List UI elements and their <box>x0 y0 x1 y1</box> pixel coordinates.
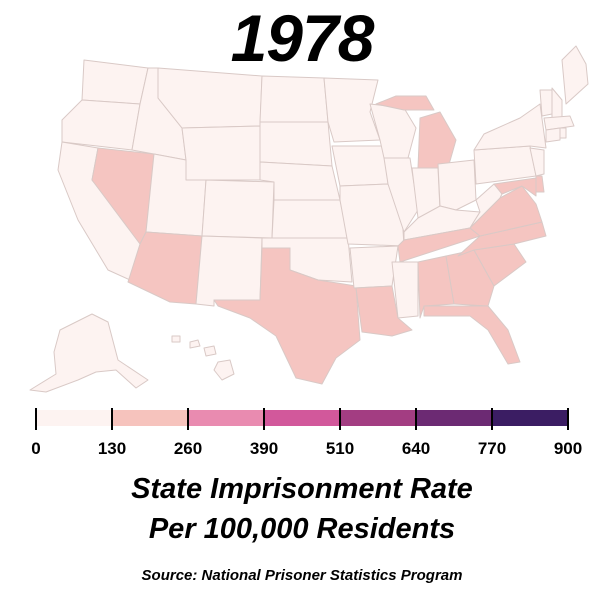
state-hawaii-1 <box>171 335 181 343</box>
state-illinois <box>383 157 419 233</box>
state-florida <box>423 305 521 365</box>
state-mississippi <box>391 261 419 319</box>
state-maine <box>561 45 589 105</box>
state-new-jersey <box>529 147 545 177</box>
us-state-map <box>29 45 589 393</box>
state-alabama <box>417 255 455 319</box>
state-delaware <box>535 175 545 193</box>
color-legend: 0 130 260 390 510 640 770 900 <box>31 408 582 458</box>
legend-bin <box>36 410 112 426</box>
caption-line-1: State Imprisonment Rate <box>131 473 473 505</box>
state-hawaii-4 <box>213 359 235 381</box>
state-louisiana <box>355 285 413 337</box>
legend-tick-label: 770 <box>478 439 506 458</box>
legend-tick-label: 390 <box>250 439 278 458</box>
state-hawaii-2 <box>189 339 201 349</box>
legend-bin <box>416 410 492 426</box>
legend-bin <box>264 410 340 426</box>
legend-tick-label: 0 <box>31 439 40 458</box>
state-maryland <box>493 177 537 197</box>
state-connecticut <box>545 127 561 143</box>
legend-tick-label: 510 <box>326 439 354 458</box>
state-rhode-island <box>559 127 567 139</box>
state-massachusetts <box>543 115 575 131</box>
legend-tick-label: 130 <box>98 439 126 458</box>
legend-tick-label: 900 <box>554 439 582 458</box>
legend-bin <box>188 410 264 426</box>
source-note: Source: National Prisoner Statistics Pro… <box>141 567 463 584</box>
state-new-york <box>473 103 547 151</box>
legend-tick-label: 260 <box>174 439 202 458</box>
legend-bin <box>492 410 568 426</box>
state-michigan-lp <box>417 111 457 169</box>
state-texas <box>213 247 361 385</box>
state-alaska <box>29 313 149 393</box>
state-michigan-up <box>375 95 435 111</box>
legend-tick-label: 640 <box>402 439 430 458</box>
caption-line-2: Per 100,000 Residents <box>148 513 456 545</box>
state-ohio <box>437 159 477 211</box>
year-title: 1978 <box>230 1 375 75</box>
legend-bin <box>340 410 416 426</box>
state-hawaii-3 <box>203 345 217 357</box>
legend-bin <box>112 410 188 426</box>
